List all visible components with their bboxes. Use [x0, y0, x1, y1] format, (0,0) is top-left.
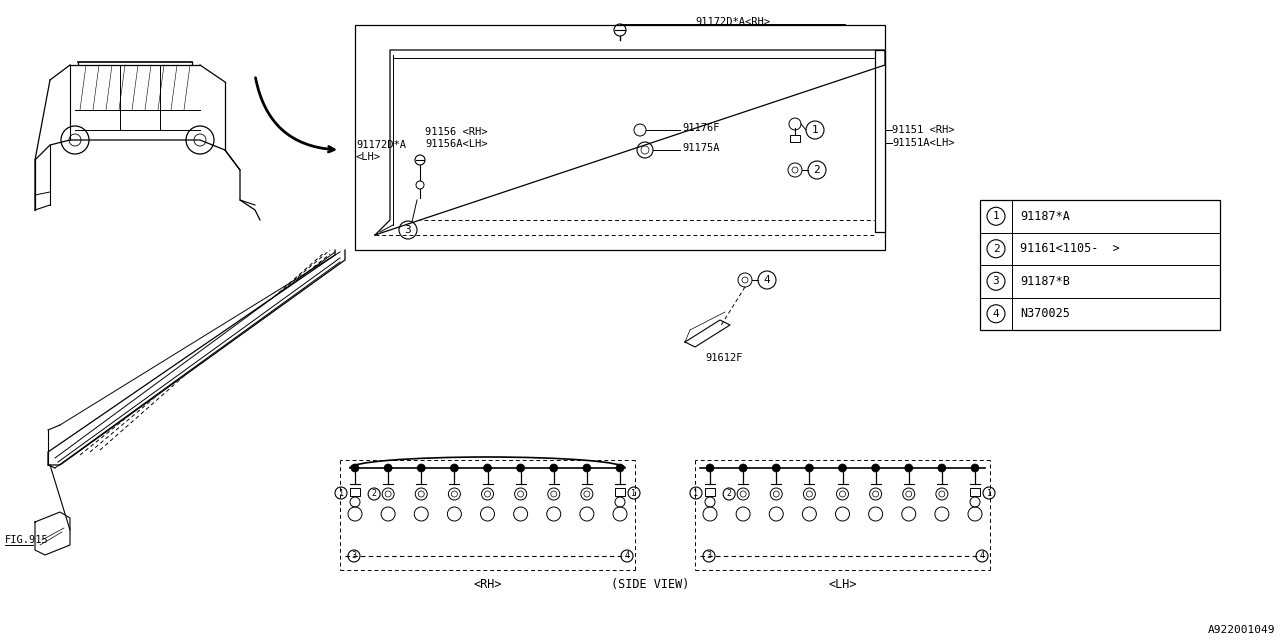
Text: 1: 1 — [987, 488, 992, 497]
Text: 2: 2 — [371, 490, 376, 499]
Circle shape — [517, 464, 525, 472]
Text: 3: 3 — [404, 225, 411, 235]
Circle shape — [384, 464, 392, 472]
Text: 91156 <RH>: 91156 <RH> — [425, 127, 488, 137]
Text: 4: 4 — [992, 308, 1000, 319]
Circle shape — [451, 464, 458, 472]
Circle shape — [417, 464, 425, 472]
Text: 91151A<LH>: 91151A<LH> — [892, 138, 955, 148]
Text: 91175A: 91175A — [682, 143, 719, 153]
Text: 91187*A: 91187*A — [1020, 210, 1070, 223]
Circle shape — [484, 464, 492, 472]
Circle shape — [707, 464, 714, 472]
Text: 1: 1 — [812, 125, 818, 135]
Text: <LH>: <LH> — [356, 152, 381, 162]
Text: 3: 3 — [992, 276, 1000, 286]
Circle shape — [772, 464, 781, 472]
Text: 1: 1 — [992, 211, 1000, 221]
Text: <LH>: <LH> — [828, 578, 856, 591]
Bar — [349, 488, 360, 496]
Text: 1: 1 — [694, 488, 699, 497]
Circle shape — [872, 464, 879, 472]
Text: <RH>: <RH> — [474, 578, 502, 591]
Bar — [980, 200, 1220, 330]
Text: 2: 2 — [814, 165, 820, 175]
Text: 91172D*A: 91172D*A — [356, 140, 406, 150]
Text: 2: 2 — [727, 490, 732, 499]
Circle shape — [905, 464, 913, 472]
Bar — [355, 25, 884, 250]
Text: (SIDE VIEW): (SIDE VIEW) — [611, 578, 689, 591]
Bar — [614, 488, 625, 496]
Text: 4: 4 — [764, 275, 771, 285]
Text: 91612F: 91612F — [705, 353, 742, 363]
Circle shape — [351, 464, 358, 472]
Text: 3: 3 — [352, 552, 357, 561]
Text: 91187*B: 91187*B — [1020, 275, 1070, 288]
Text: 91172D*A<RH>: 91172D*A<RH> — [695, 17, 771, 27]
Text: 2: 2 — [992, 244, 1000, 253]
Bar — [970, 488, 980, 496]
Circle shape — [549, 464, 558, 472]
Text: 91176F: 91176F — [682, 123, 719, 133]
Text: FIG.915: FIG.915 — [5, 535, 49, 545]
Text: 91151 <RH>: 91151 <RH> — [892, 125, 955, 135]
Polygon shape — [375, 50, 884, 235]
Text: 4: 4 — [979, 552, 984, 561]
Text: N370025: N370025 — [1020, 307, 1070, 320]
Text: 91161<1105-  >: 91161<1105- > — [1020, 243, 1120, 255]
Circle shape — [739, 464, 748, 472]
Circle shape — [616, 464, 625, 472]
Bar — [790, 135, 800, 142]
Circle shape — [938, 464, 946, 472]
Bar — [705, 488, 716, 496]
Circle shape — [805, 464, 813, 472]
Text: 1: 1 — [338, 488, 343, 497]
Circle shape — [838, 464, 846, 472]
Text: 91156A<LH>: 91156A<LH> — [425, 139, 488, 149]
Text: 3: 3 — [707, 552, 712, 561]
Text: A922001049: A922001049 — [1207, 625, 1275, 635]
Text: 4: 4 — [625, 552, 630, 561]
Circle shape — [972, 464, 979, 472]
Polygon shape — [49, 250, 346, 465]
Text: 1: 1 — [631, 488, 636, 497]
Polygon shape — [876, 50, 884, 232]
Circle shape — [582, 464, 591, 472]
